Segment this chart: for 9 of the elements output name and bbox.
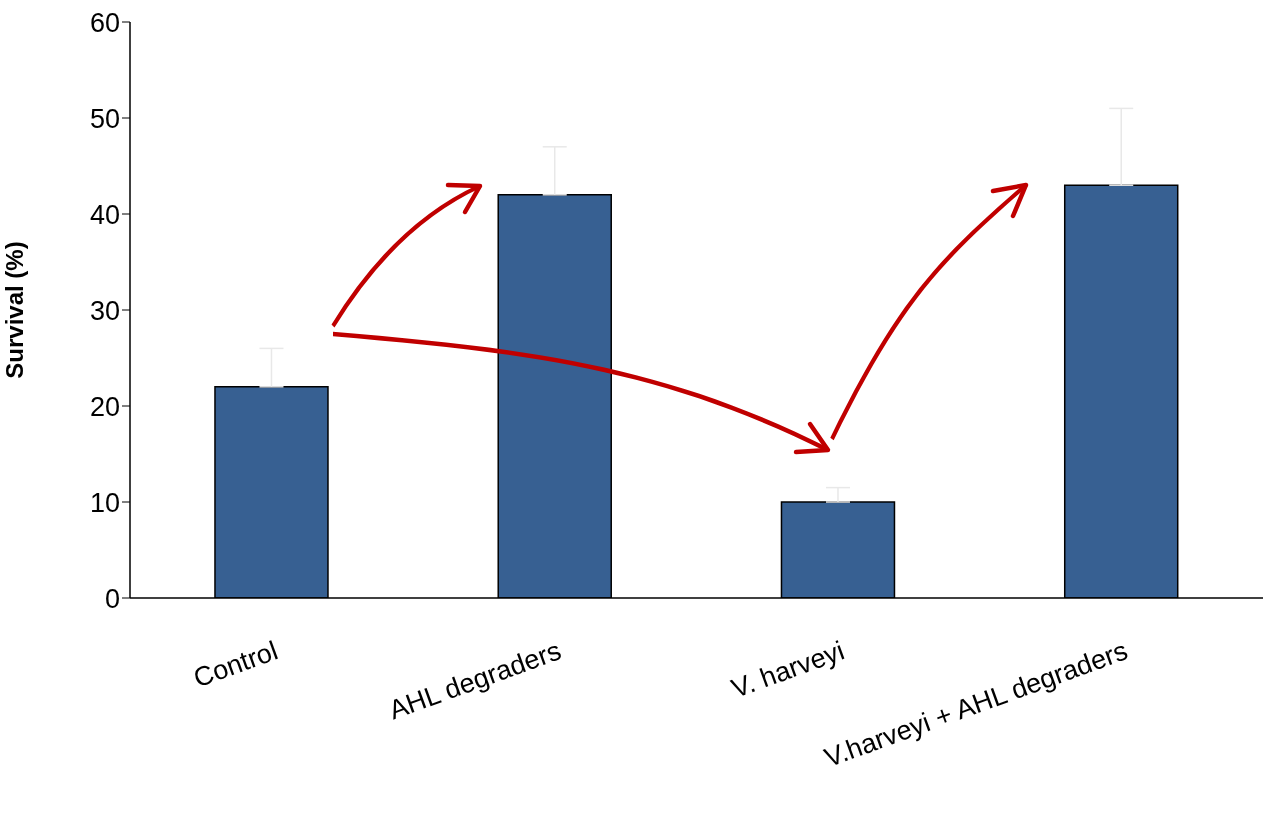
- y-tick-label: 50: [89, 103, 120, 134]
- y-tick-label: 0: [104, 583, 120, 614]
- y-tick-label: 40: [89, 199, 120, 230]
- x-tick-label: Control: [189, 635, 282, 694]
- y-tick-label: 30: [89, 295, 120, 326]
- y-axis-title: Survival (%): [0, 241, 28, 379]
- y-tick-label: 20: [89, 391, 120, 422]
- y-tick-label: 10: [89, 487, 120, 518]
- y-tick-label: 60: [89, 7, 120, 38]
